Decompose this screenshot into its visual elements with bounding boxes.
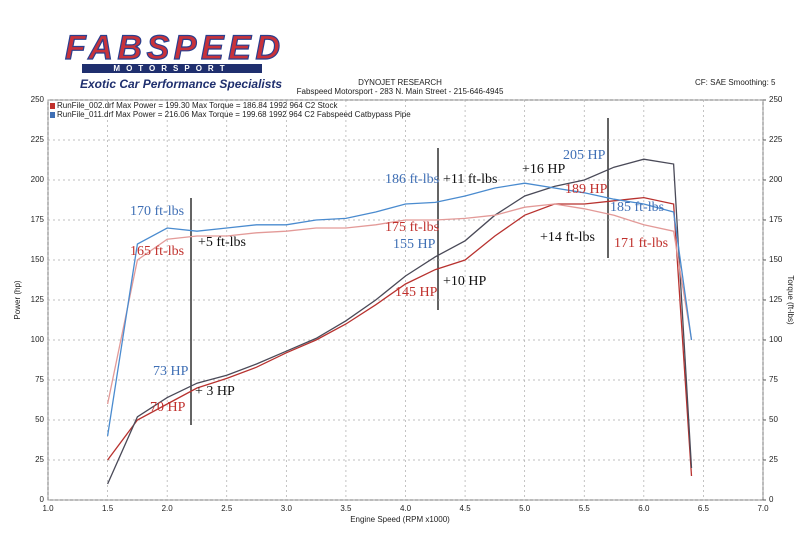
legend-swatch — [50, 112, 55, 118]
y2-tick-label: 100 — [769, 335, 783, 344]
annotation: 171 ft-lbs — [614, 236, 668, 251]
x-tick-label: 6.0 — [638, 504, 650, 513]
x-tick-label: 3.5 — [340, 504, 352, 513]
y-tick-label: 25 — [35, 455, 44, 464]
y2-axis-label: Torque (ft-lbs) — [786, 275, 795, 325]
series-line — [107, 158, 693, 485]
chart-title: DYNOJET RESEARCH — [358, 78, 442, 87]
y2-tick-label: 0 — [769, 495, 774, 504]
y2-tick-label: 125 — [769, 295, 783, 304]
y2-tick-label: 200 — [769, 175, 783, 184]
x-tick-label: 2.0 — [162, 504, 174, 513]
annotation: +16 HP — [522, 162, 566, 177]
x-tick-label: 4.5 — [460, 504, 472, 513]
y2-tick-label: 50 — [769, 415, 778, 424]
y-tick-label: 175 — [31, 215, 45, 224]
y2-tick-label: 75 — [769, 375, 778, 384]
chart-subtitle: Fabspeed Motorsport - 283 N. Main Street… — [297, 87, 504, 96]
annotation: 70 HP — [150, 400, 186, 415]
annotation: 175 ft-lbs — [385, 220, 439, 235]
annotation: 189 HP — [565, 182, 608, 197]
y2-tick-label: 25 — [769, 455, 778, 464]
annotation: 170 ft-lbs — [130, 204, 184, 219]
legend-swatch — [50, 103, 55, 109]
annotation: +11 ft-lbs — [443, 172, 497, 187]
y2-tick-label: 175 — [769, 215, 783, 224]
y-tick-label: 225 — [31, 135, 45, 144]
logo-tagline: Exotic Car Performance Specialists — [80, 77, 282, 91]
y2-tick-label: 250 — [769, 95, 783, 104]
annotation: 73 HP — [153, 364, 189, 379]
legend-entry: RunFile_011.drf Max Power = 216.06 Max T… — [57, 110, 411, 119]
annotation: 145 HP — [395, 285, 438, 300]
legend-entry: RunFile_002.drf Max Power = 199.30 Max T… — [57, 101, 338, 110]
x-tick-label: 5.0 — [519, 504, 531, 513]
y-tick-label: 50 — [35, 415, 44, 424]
y-tick-label: 0 — [40, 495, 45, 504]
y-tick-label: 75 — [35, 375, 44, 384]
x-tick-label: 3.0 — [281, 504, 293, 513]
x-tick-label: 5.5 — [579, 504, 591, 513]
y-tick-label: 100 — [31, 335, 45, 344]
annotation: 186 ft-lbs — [385, 172, 439, 187]
y-tick-label: 150 — [31, 255, 45, 264]
x-axis-label: Engine Speed (RPM x1000) — [350, 515, 450, 524]
x-tick-label: 6.5 — [698, 504, 710, 513]
x-tick-label: 1.5 — [102, 504, 114, 513]
series-line — [106, 203, 693, 405]
logo-subtitle: MOTORSPORT — [113, 64, 230, 73]
x-tick-label: 1.0 — [42, 504, 54, 513]
annotation: +5 ft-lbs — [198, 235, 246, 250]
annotation: 205 HP — [563, 148, 606, 163]
x-tick-label: 4.0 — [400, 504, 412, 513]
annotation: 155 HP — [393, 237, 436, 252]
y-tick-label: 125 — [31, 295, 45, 304]
annotation: 185 ft-lbs — [610, 200, 664, 215]
x-tick-label: 7.0 — [757, 504, 769, 513]
series-line — [107, 196, 693, 477]
x-tick-label: 2.5 — [221, 504, 233, 513]
y-axis-label: Power (hp) — [13, 280, 22, 319]
series-line — [106, 182, 693, 437]
annotation: + 3 HP — [195, 384, 235, 399]
annotation: 165 ft-lbs — [130, 244, 184, 259]
y2-tick-label: 150 — [769, 255, 783, 264]
y2-tick-label: 225 — [769, 135, 783, 144]
settings-label: CF: SAE Smoothing: 5 — [695, 78, 776, 87]
y-tick-label: 250 — [31, 95, 45, 104]
annotation: +10 HP — [443, 274, 487, 289]
logo-bar — [82, 64, 262, 73]
annotation: +14 ft-lbs — [540, 230, 595, 245]
y-tick-label: 200 — [31, 175, 45, 184]
